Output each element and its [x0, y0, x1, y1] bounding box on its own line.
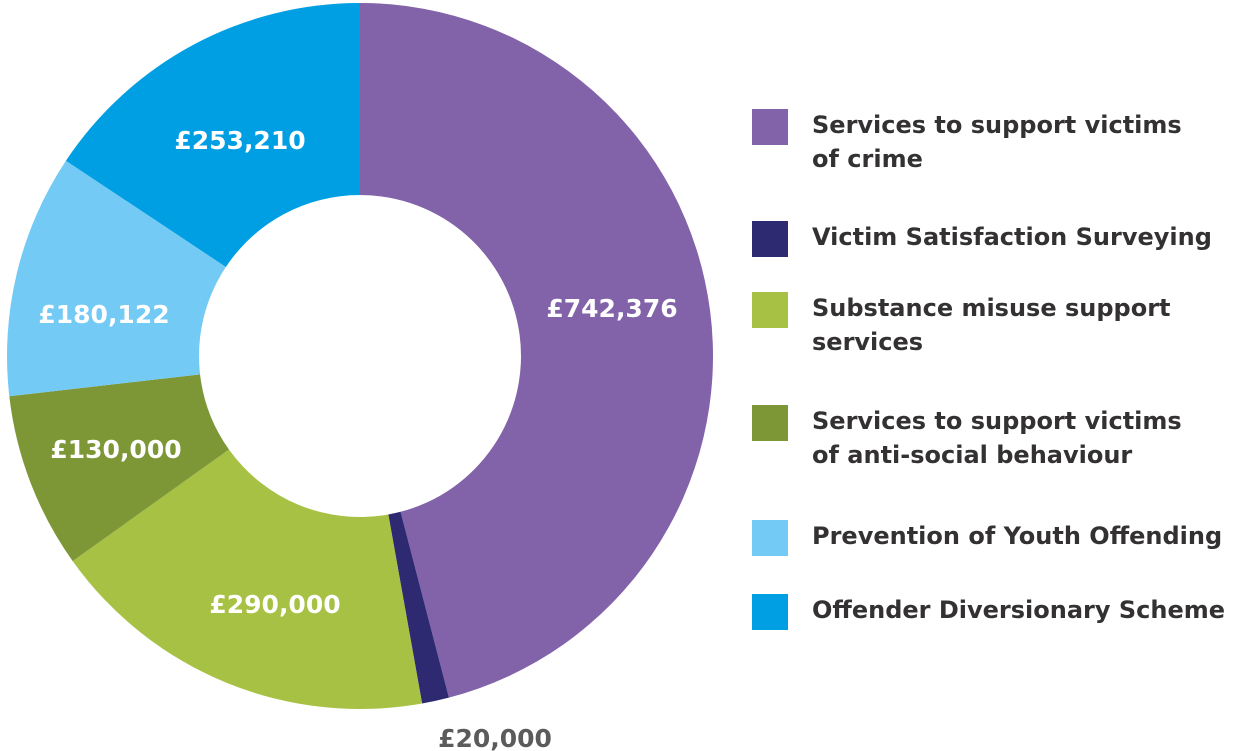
slice-value-label-1: £20,000 [438, 724, 552, 751]
legend-label-line: services [812, 328, 924, 356]
legend-item: Prevention of Youth Offending [752, 520, 1232, 556]
donut-slice-0 [360, 3, 713, 698]
legend-label-line: Offender Diversionary Scheme [812, 596, 1226, 624]
legend-label: Substance misuse support services [812, 291, 1232, 359]
donut-slice-5 [65, 3, 361, 267]
legend-swatch [752, 405, 788, 441]
donut-value-labels: £742,376 £20,000 £290,000 £130,000 £180,122 £… [38, 126, 677, 751]
legend-item: Offender Diversionary Scheme [752, 594, 1232, 630]
donut-slice-3 [9, 374, 229, 562]
legend-label-line: of anti-social behaviour [812, 441, 1133, 469]
legend-swatch [752, 292, 788, 328]
legend-label-line: Services to support victims [812, 407, 1182, 435]
legend-label-line: Substance misuse support [812, 294, 1171, 322]
legend-swatch [752, 221, 788, 257]
legend-label-line: Victim Satisfaction Surveying [812, 223, 1212, 251]
legend-label: Prevention of Youth Offending [812, 519, 1232, 553]
donut-slices [6, 3, 713, 710]
legend-swatch [752, 594, 788, 630]
slice-value-label-5: £253,210 [174, 126, 305, 155]
legend-label-line: of crime [812, 145, 923, 173]
slice-value-label-3: £130,000 [50, 435, 181, 464]
legend-item: Services to support victims of crime [752, 109, 1232, 176]
legend-item: Victim Satisfaction Surveying [752, 221, 1232, 257]
donut-slice-1 [388, 511, 449, 704]
legend-label: Victim Satisfaction Surveying [812, 220, 1232, 254]
slice-value-label-0: £742,376 [546, 294, 677, 323]
chart-legend: Services to support victims of crime Victi… [752, 0, 1240, 751]
donut-slice-2 [72, 449, 423, 710]
legend-swatch [752, 520, 788, 556]
legend-swatch [752, 109, 788, 145]
legend-label-line: Services to support victims [812, 111, 1182, 139]
slice-value-label-4: £180,122 [38, 300, 169, 329]
legend-item: Services to support victims of anti-socia… [752, 405, 1232, 472]
donut-chart-svg: £742,376 £20,000 £290,000 £130,000 £180,122 £… [6, 3, 713, 751]
donut-chart: £742,376 £20,000 £290,000 £130,000 £180,122 £… [6, 3, 713, 751]
legend-label: Services to support victims of anti-socia… [812, 404, 1232, 472]
legend-label: Offender Diversionary Scheme [812, 593, 1232, 627]
legend-item: Substance misuse support services [752, 292, 1232, 359]
legend-label: Services to support victims of crime [812, 108, 1232, 176]
legend-label-line: Prevention of Youth Offending [812, 522, 1223, 550]
slice-value-label-2: £290,000 [209, 590, 340, 619]
donut-slice-4 [6, 160, 226, 397]
